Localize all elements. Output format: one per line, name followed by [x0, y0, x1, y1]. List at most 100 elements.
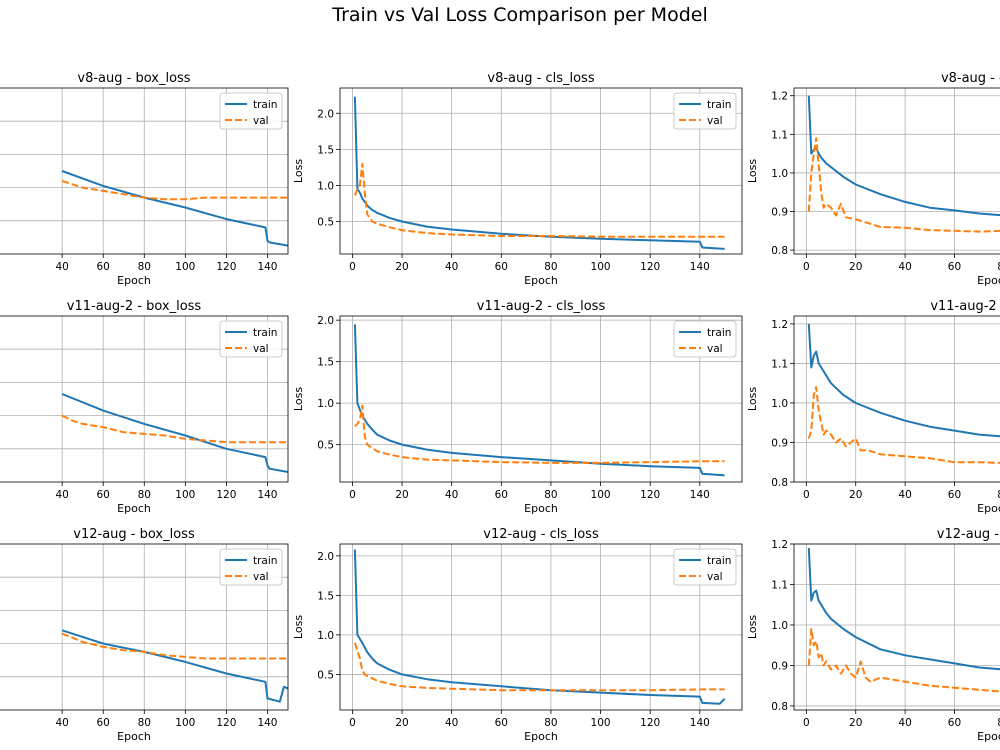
x-tick-label: 100: [175, 261, 195, 273]
legend-label-train: train: [253, 327, 277, 339]
y-tick-label: 0.5: [317, 217, 334, 229]
x-tick-label: 40: [445, 261, 458, 273]
legend-label-val: val: [253, 343, 269, 355]
subplot-title: v8-aug - cls_loss: [487, 71, 594, 86]
x-tick-label: 140: [257, 261, 277, 273]
y-tick-label: 1.0: [317, 398, 334, 410]
subplot-title: v12-aug - cls_loss: [483, 527, 599, 542]
x-tick-label: 100: [591, 489, 611, 501]
series-line-val: [61, 414, 288, 444]
series-line-val: [807, 628, 1000, 693]
subplot-1: 40 60 80 100 120 140 Epoch v8-aug - box_losstra…: [0, 71, 289, 287]
y-tick-label: 2.0: [317, 315, 334, 327]
plot-frame: [793, 87, 1000, 255]
y-tick-label: 2.0: [317, 108, 334, 120]
subplot-6: 0 20 40 60 80 0.8 0.9 1.0 1.1 1.2 Epoch Loss v11-aug…: [746, 299, 1000, 515]
x-tick-label: 40: [898, 489, 911, 501]
x-axis-label: Epoch: [524, 730, 558, 743]
x-tick-label: 40: [898, 261, 911, 273]
x-tick-label: 80: [544, 717, 557, 729]
x-axis-label: Epoch: [524, 502, 558, 515]
subplot-5: 0 20 40 60 80 100 120 140 0.5 1.0 1.5 2.0 Epoch Loss v…: [292, 299, 743, 515]
x-tick-label: 140: [257, 717, 277, 729]
x-axis-label: Epoch: [117, 274, 151, 287]
series-line-train: [61, 393, 288, 473]
x-tick-label: 120: [216, 261, 236, 273]
x-tick-label: 80: [997, 717, 1000, 729]
y-tick-label: 1.5: [317, 357, 334, 369]
y-tick-label: 1.0: [317, 180, 334, 192]
subplot-4: 40 60 80 100 120 140 Epoch v11-aug-2 - box_loss…: [0, 299, 289, 515]
x-tick-label: 0: [349, 717, 356, 729]
y-tick-label: 1.5: [317, 590, 334, 602]
y-tick-label: 1.1: [771, 358, 788, 370]
subplot-7: 40 60 80 100 120 140 Epoch v12-aug - box_losstr…: [0, 527, 289, 743]
subplot-title: v12-aug - box_loss: [73, 527, 195, 542]
series-line-val: [807, 137, 1000, 233]
x-axis-label: Epoch: [977, 274, 1000, 287]
x-tick-label: 100: [591, 261, 611, 273]
x-tick-label: 140: [690, 489, 710, 501]
subplot-title: v11-aug-2 - dfl_loss: [930, 299, 1000, 314]
x-tick-label: 40: [55, 261, 68, 273]
x-axis-label: Epoch: [977, 730, 1000, 743]
y-axis-label: Loss: [746, 615, 759, 639]
x-tick-label: 60: [948, 261, 961, 273]
y-tick-label: 0.8: [771, 701, 788, 713]
series-line-train: [807, 323, 1000, 438]
y-axis-label: Loss: [292, 387, 305, 411]
y-tick-label: 1.0: [317, 630, 334, 642]
x-tick-label: 40: [445, 717, 458, 729]
y-axis-label: Loss: [746, 387, 759, 411]
series-line-val: [354, 404, 725, 464]
x-tick-label: 20: [849, 717, 862, 729]
y-tick-label: 1.0: [771, 620, 788, 632]
x-tick-label: 140: [690, 261, 710, 273]
y-axis-label: Loss: [746, 159, 759, 183]
x-tick-label: 100: [175, 489, 195, 501]
y-tick-label: 0.9: [771, 207, 788, 219]
x-tick-label: 80: [138, 717, 151, 729]
x-tick-label: 60: [495, 717, 508, 729]
x-tick-label: 60: [948, 717, 961, 729]
x-tick-label: 120: [216, 717, 236, 729]
y-tick-label: 1.0: [771, 398, 788, 410]
x-tick-label: 80: [997, 489, 1000, 501]
y-tick-label: 0.9: [771, 437, 788, 449]
y-tick-label: 0.8: [771, 477, 788, 489]
plot-frame: [0, 315, 289, 483]
x-tick-label: 0: [803, 717, 810, 729]
y-tick-label: 1.0: [771, 168, 788, 180]
x-tick-label: 40: [898, 717, 911, 729]
x-tick-label: 60: [97, 261, 110, 273]
legend-label-val: val: [253, 571, 269, 583]
series-line-val: [353, 642, 725, 692]
x-tick-label: 100: [175, 717, 195, 729]
subplot-9: 0 20 40 60 80 0.8 0.9 1.0 1.1 1.2 Epoch Loss v12-aug…: [746, 527, 1000, 743]
plot-frame: [339, 315, 743, 483]
x-tick-label: 20: [395, 261, 408, 273]
x-tick-label: 120: [640, 261, 660, 273]
plot-frame: [0, 543, 289, 711]
y-tick-label: 1.5: [317, 144, 334, 156]
y-tick-label: 1.2: [771, 319, 788, 331]
x-tick-label: 80: [138, 261, 151, 273]
series-line-train: [807, 95, 1000, 217]
subplot-8: 0 20 40 60 80 100 120 140 0.5 1.0 1.5 2.0 Epoch Loss v…: [292, 527, 743, 743]
x-tick-label: 0: [349, 261, 356, 273]
legend-label-val: val: [707, 115, 723, 127]
x-tick-label: 60: [495, 261, 508, 273]
y-tick-label: 0.5: [317, 440, 334, 452]
x-tick-label: 60: [495, 489, 508, 501]
legend-label-train: train: [707, 327, 731, 339]
y-axis-label: Loss: [292, 615, 305, 639]
series-line-train: [61, 170, 288, 247]
x-axis-label: Epoch: [524, 274, 558, 287]
x-tick-label: 20: [849, 261, 862, 273]
x-tick-label: 40: [55, 717, 68, 729]
y-tick-label: 0.8: [771, 245, 788, 257]
x-axis-label: Epoch: [117, 502, 151, 515]
series-line-val: [61, 632, 288, 660]
series-line-train: [61, 629, 288, 703]
